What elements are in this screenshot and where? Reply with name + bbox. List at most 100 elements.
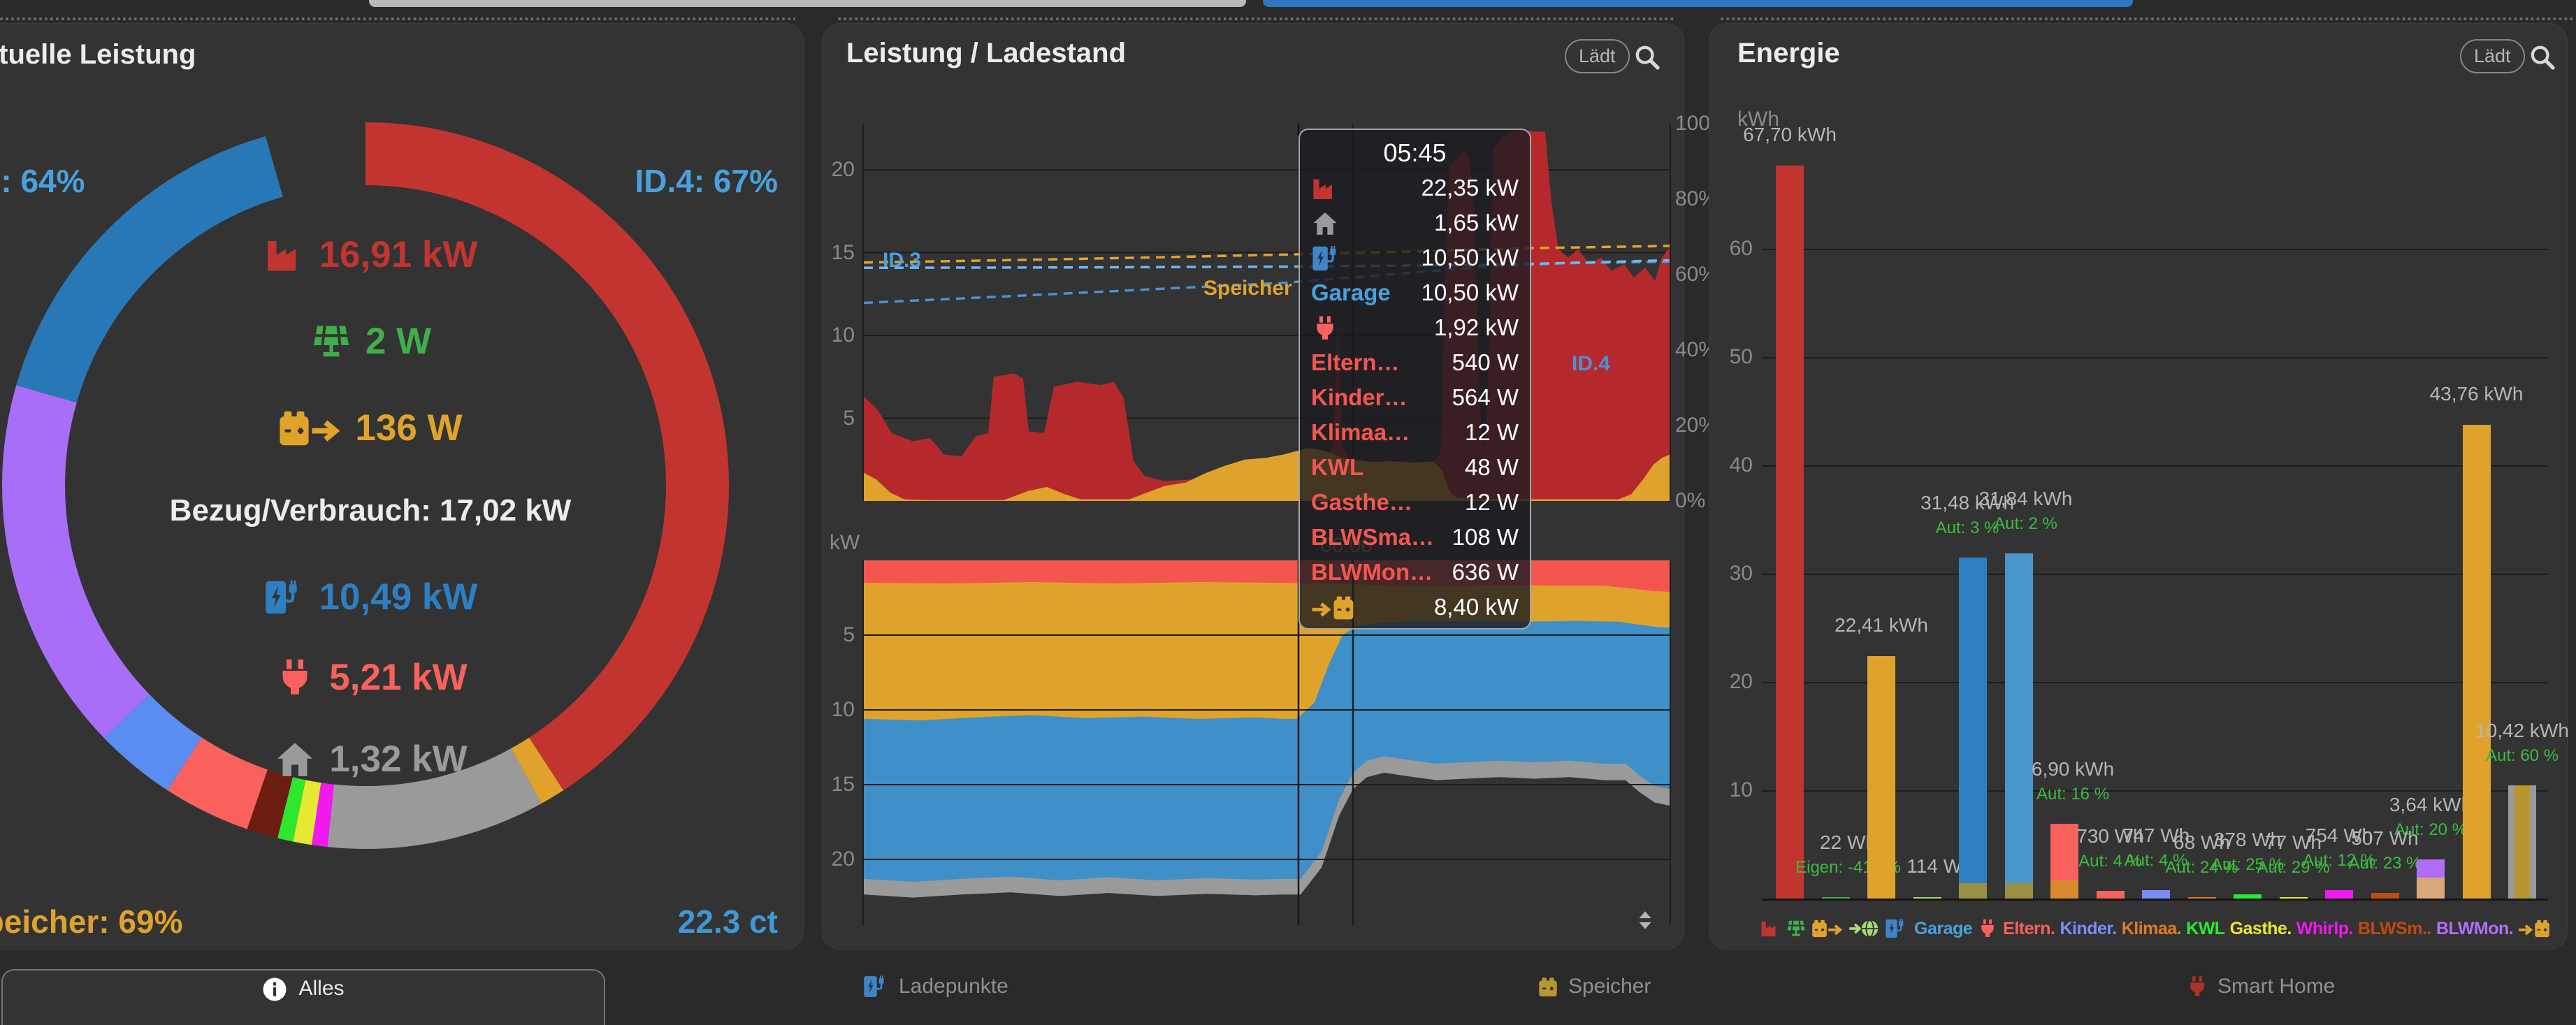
ev-charger-icon	[862, 975, 890, 998]
timeline-slider-left[interactable]	[369, 0, 1246, 7]
tooltip-row-12: 8,40 kW	[1311, 590, 1519, 625]
panel-title: Energie	[1737, 38, 1840, 68]
price-label: 22.3 ct	[677, 903, 778, 940]
bar-value-label: 6,90 kWh	[2031, 758, 2115, 780]
bar-speicher-ladung[interactable]	[2462, 424, 2491, 899]
tooltip-row-1: 1,65 kW	[1311, 205, 1519, 240]
bar-value-label: 68 Wh	[2173, 831, 2230, 853]
tab-label: Alles	[298, 977, 345, 1000]
bar-value-label: 378 Wh	[2213, 829, 2282, 851]
bar-aut-label: Aut: 12 %	[2302, 851, 2376, 871]
donut-segment-house[interactable]	[2, 122, 729, 849]
y-tick: 15	[831, 240, 855, 264]
bar-aut-label: Aut: 16 %	[2036, 785, 2110, 804]
power-soc-area-chart[interactable]	[862, 124, 1671, 501]
bar-aut-label: Aut: 20 %	[2394, 820, 2468, 839]
bar-aut-label: Aut: 2 %	[1994, 514, 2057, 534]
tab-smart-home[interactable]: Smart Home	[2185, 975, 2335, 998]
tooltip-row-0: 22,35 kW	[1311, 170, 1519, 205]
y-axis-unit: kWh	[1737, 108, 1779, 131]
legend-eltern: Eltern.	[2003, 918, 2055, 938]
panel-power-soc: Leistung / Ladestand Lädt ID.3 Speicher …	[822, 23, 1729, 950]
bar-gastherme[interactable]	[2279, 897, 2308, 899]
globe-in-icon	[1848, 918, 1879, 939]
laedt-badge[interactable]: Lädt	[2460, 39, 2525, 73]
bar-value-label: 31,48 kWh	[1920, 492, 2014, 514]
panel-title: Leistung / Ladestand	[846, 38, 1127, 68]
bar-kwl[interactable]	[2234, 894, 2262, 899]
bar-whirlpool[interactable]	[2325, 890, 2353, 899]
bar-aut-label: Aut: 25 %	[2210, 855, 2285, 875]
tooltip-row-4: 1,92 kW	[1311, 310, 1519, 345]
bar-ladepunkt[interactable]	[1959, 558, 1987, 899]
tab-label: Speicher	[1568, 975, 1651, 998]
tooltip-row-10: BLWSma… 108 W	[1311, 524, 1519, 550]
legend-kwl: KWL	[2186, 918, 2225, 938]
bar-haus[interactable]	[2508, 785, 2536, 899]
tab-speicher[interactable]: Speicher	[1536, 975, 1651, 998]
plug-icon	[1977, 918, 1998, 939]
y-tick: 5	[843, 623, 855, 646]
donut-segment-grid[interactable]	[2, 122, 729, 849]
bar-pv[interactable]	[1821, 897, 1850, 899]
y-tick: 5	[843, 406, 855, 430]
bar-steckdosen[interactable]	[2050, 824, 2078, 899]
tooltip-row-7: Klimaa… 12 W	[1311, 419, 1519, 445]
tab-alles[interactable]: Alles	[1, 969, 605, 1025]
bar-value-label: 730 Wh	[2076, 824, 2144, 847]
battery-in-icon	[2518, 918, 2549, 939]
bar-value-label: 754 Wh	[2305, 824, 2373, 847]
tab-label: Ladepunkte	[899, 975, 1008, 998]
bar-value-label: 10,42 kWh	[2475, 720, 2569, 742]
solar-icon	[1786, 918, 1807, 939]
tooltip-row-5: Eltern… 540 W	[1311, 349, 1519, 375]
y-tick: 10	[1729, 778, 1753, 801]
bar-einspeisung[interactable]	[1913, 897, 1941, 899]
tooltip-row-8: KWL 48 W	[1311, 454, 1519, 480]
pct-tick: 0%	[1675, 489, 1706, 512]
power-donut-chart[interactable]	[2, 122, 729, 849]
magnifier-icon[interactable]	[1633, 43, 1661, 71]
bar-speicher-entladung[interactable]	[1867, 655, 1895, 899]
bar-aut-label: Aut: 60 %	[2485, 746, 2559, 766]
info-icon	[262, 977, 287, 1002]
energy-bar-chart[interactable]: 10 20 30 40 50 60 67,70 kWh 22 Wh Eigen: -418 % 2…	[1709, 24, 2569, 949]
bar-blwmonitor[interactable]	[2417, 859, 2445, 899]
bar-value-label: 31,84 kWh	[1978, 488, 2073, 510]
tab-ladepunkte[interactable]: Ladepunkte	[862, 975, 1008, 998]
bar-value-label: 22 Wh	[1820, 831, 1876, 853]
battery-icon	[1536, 975, 1560, 998]
donut-segment-blwmonitor[interactable]	[2, 122, 729, 849]
bar-aut-label: Aut: 4 %	[2078, 851, 2142, 871]
speicher-soc-label: Speicher: 69%	[0, 903, 183, 940]
tab-label: Smart Home	[2217, 975, 2336, 998]
battery-in-icon	[1311, 594, 1354, 622]
y-tick: 20	[831, 158, 855, 181]
tooltip-row-2: 10,50 kW	[1311, 240, 1519, 275]
bar-value-label: 22,41 kWh	[1835, 613, 1928, 636]
ev-charger-icon	[1884, 918, 1909, 939]
y-tick: 10	[831, 324, 855, 347]
bar-kinder[interactable]	[2142, 890, 2170, 899]
legend-garage: Garage	[1914, 918, 1973, 938]
sort-toggle-icon[interactable]	[1633, 903, 1657, 938]
bar-aut-label: Aut: 3 %	[1935, 518, 1999, 538]
laedt-badge[interactable]: Lädt	[1565, 39, 1630, 73]
tooltip-row-6: Kinder… 564 W	[1311, 384, 1519, 410]
bar-value-label: 3,64 kWh	[2389, 793, 2473, 815]
divider-dotted	[0, 17, 2576, 20]
legend-blwmon: BLWMon.	[2436, 918, 2514, 938]
bar-blwsmart[interactable]	[2371, 893, 2399, 899]
bar-value-label: 67,70 kWh	[1743, 123, 1837, 145]
legend-gasthe: Gasthe.	[2229, 918, 2292, 938]
consumption-stack-chart[interactable]	[862, 560, 1671, 925]
bar-netz[interactable]	[1776, 165, 1804, 899]
bar-value-label: 507 Wh	[2351, 827, 2419, 850]
bar-value-label: 77 Wh	[2265, 831, 2322, 853]
bar-klimaanlage[interactable]	[2187, 897, 2216, 899]
id4-line-label: ID.4	[1572, 352, 1611, 375]
bar-aut-label: Aut: 24 %	[2165, 858, 2238, 877]
timeline-slider-right[interactable]	[1263, 0, 2133, 7]
bar-eltern[interactable]	[2096, 890, 2125, 899]
bar-garage[interactable]	[2004, 553, 2033, 899]
